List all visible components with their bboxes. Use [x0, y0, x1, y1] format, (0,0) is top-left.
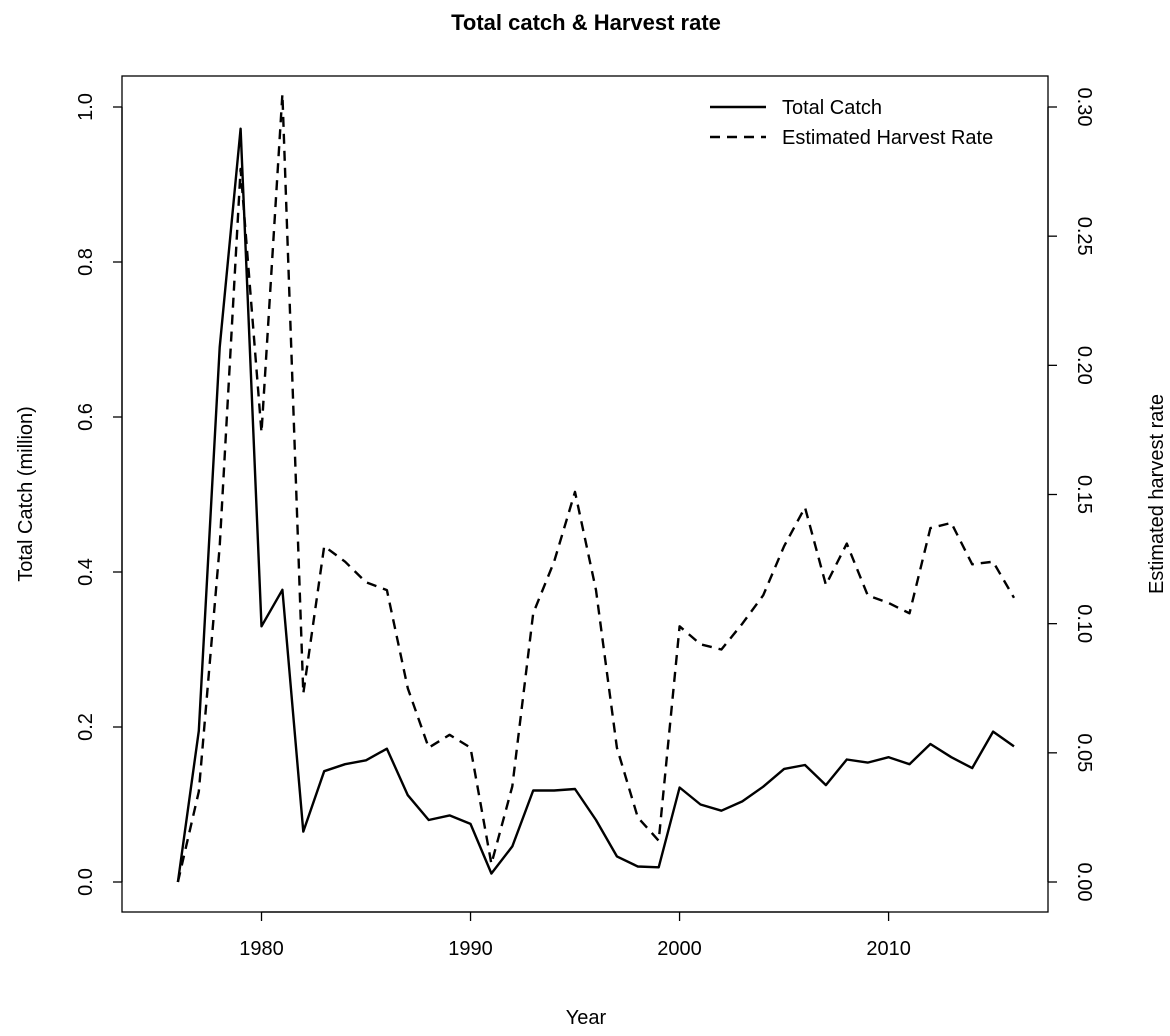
y-left-tick-label: 0.2 — [75, 713, 97, 741]
y-axis-left-label: Total Catch (million) — [15, 406, 37, 582]
y-left-tick-label: 0.4 — [75, 558, 97, 586]
series-layer — [176, 92, 1016, 883]
x-tick-label: 1980 — [239, 938, 284, 960]
series-total-catch-line — [176, 127, 1015, 883]
y-left-tick-label: 1.0 — [75, 93, 97, 121]
y-right-tick-label: 0.15 — [1073, 475, 1095, 514]
plot-frame — [121, 75, 1049, 913]
x-tick-label: 2010 — [866, 938, 911, 960]
y-right-tick-label: 0.00 — [1073, 863, 1095, 902]
x-axis-label: Year — [566, 1007, 607, 1029]
y-right-tick-label: 0.10 — [1073, 604, 1095, 643]
y-axis-right: 0.00 0.05 0.10 0.15 0.20 0.25 0.30 — [1047, 88, 1095, 902]
y-right-tick-label: 0.30 — [1073, 88, 1095, 127]
y-left-tick-label: 0.6 — [75, 403, 97, 431]
series-harvest-rate-line — [176, 92, 1016, 883]
y-axis-left: 0.0 0.2 0.4 0.6 0.8 1.0 — [75, 93, 123, 896]
x-axis: 1980 1990 2000 2010 — [239, 911, 911, 960]
y-right-tick-label: 0.25 — [1073, 217, 1095, 256]
y-left-tick-label: 0.8 — [75, 248, 97, 276]
y-right-tick-label: 0.05 — [1073, 733, 1095, 772]
x-tick-label: 1990 — [448, 938, 493, 960]
legend: Total Catch Estimated Harvest Rate — [710, 97, 993, 149]
x-tick-label: 2000 — [657, 938, 702, 960]
chart-title: Total catch & Harvest rate — [451, 10, 721, 35]
legend-label-total-catch: Total Catch — [782, 97, 882, 119]
y-axis-right-label: Estimated harvest rate — [1146, 394, 1168, 594]
y-right-tick-label: 0.20 — [1073, 346, 1095, 385]
legend-label-harvest-rate: Estimated Harvest Rate — [782, 127, 993, 149]
y-left-tick-label: 0.0 — [75, 868, 97, 896]
